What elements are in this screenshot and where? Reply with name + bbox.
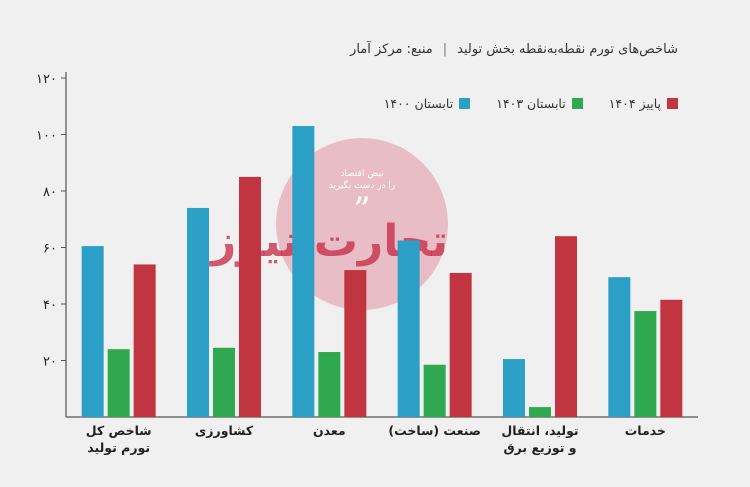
- x-category-label: کشاورزی: [195, 423, 254, 438]
- y-tick-label: ۲۰: [43, 355, 57, 370]
- chart-title: شاخص‌های تورم نقطه‌به‌نقطه بخش تولید | منب…: [350, 42, 678, 57]
- bar-summer-1400: [608, 277, 631, 417]
- bar-summer-1403: [423, 364, 446, 417]
- bar-autumn-1404: [449, 272, 472, 417]
- bar-summer-1400: [292, 126, 315, 418]
- y-tick-label: ۱۰۰: [36, 129, 57, 144]
- legend-label-autumn-1404: پاییز ۱۴۰۴: [608, 96, 661, 111]
- watermark-line1: نبض اقتصاد: [340, 169, 384, 179]
- bar-summer-1403: [529, 407, 551, 417]
- bar-autumn-1404: [133, 264, 156, 417]
- legend-swatch-summer-1403: [571, 98, 583, 109]
- x-category-label: شاخص کل: [86, 423, 152, 438]
- bar-summer-1400: [503, 359, 525, 417]
- x-category-label: معدن: [313, 423, 346, 438]
- x-category-label: تورم تولید: [87, 440, 150, 456]
- legend-item-summer-1400: تابستان ۱۴۰۰: [384, 96, 471, 111]
- legend-swatch-summer-1400: [459, 98, 471, 109]
- watermark-slogan: نبض اقتصاد را در دست بگیرید: [276, 168, 448, 192]
- watermark-line2: را در دست بگیرید: [328, 181, 396, 191]
- legend-label-summer-1403: تابستان ۱۴۰۳: [496, 96, 566, 111]
- quote-icon: ”: [353, 190, 371, 230]
- y-tick-label: ۶۰: [43, 242, 57, 257]
- bar-autumn-1404: [344, 270, 367, 417]
- bar-summer-1400: [187, 207, 209, 417]
- y-tick-label: ۱۲۰: [36, 72, 57, 87]
- bar-summer-1403: [318, 352, 341, 417]
- bar-summer-1400: [397, 240, 420, 417]
- x-category-label: و توزیع برق: [503, 440, 576, 455]
- bar-autumn-1404: [555, 236, 577, 417]
- legend: تابستان ۱۴۰۰ تابستان ۱۴۰۳ پاییز ۱۴۰۴: [384, 96, 678, 111]
- chart-source: منبع: مرکز آمار: [350, 42, 433, 57]
- bar-summer-1400: [81, 246, 104, 417]
- x-category-label: صنعت (ساخت): [388, 423, 480, 438]
- legend-swatch-autumn-1404: [667, 98, 678, 109]
- y-tick-label: ۴۰: [43, 298, 57, 313]
- bar-summer-1403: [634, 311, 657, 417]
- chart-title-text: شاخص‌های تورم نقطه‌به‌نقطه بخش تولید: [457, 42, 678, 57]
- x-category-label: تولید، انتقال: [501, 423, 578, 438]
- x-category-label: خدمات: [625, 423, 666, 438]
- legend-item-summer-1403: تابستان ۱۴۰۳: [496, 96, 583, 111]
- bar-autumn-1404: [239, 176, 261, 417]
- legend-item-autumn-1404: پاییز ۱۴۰۴: [609, 96, 678, 111]
- bar-summer-1403: [213, 347, 235, 417]
- bar-summer-1403: [107, 349, 130, 417]
- title-separator: |: [442, 42, 448, 57]
- bar-autumn-1404: [660, 299, 683, 417]
- y-tick-label: ۸۰: [43, 185, 57, 200]
- legend-label-summer-1400: تابستان ۱۴۰۰: [383, 96, 454, 111]
